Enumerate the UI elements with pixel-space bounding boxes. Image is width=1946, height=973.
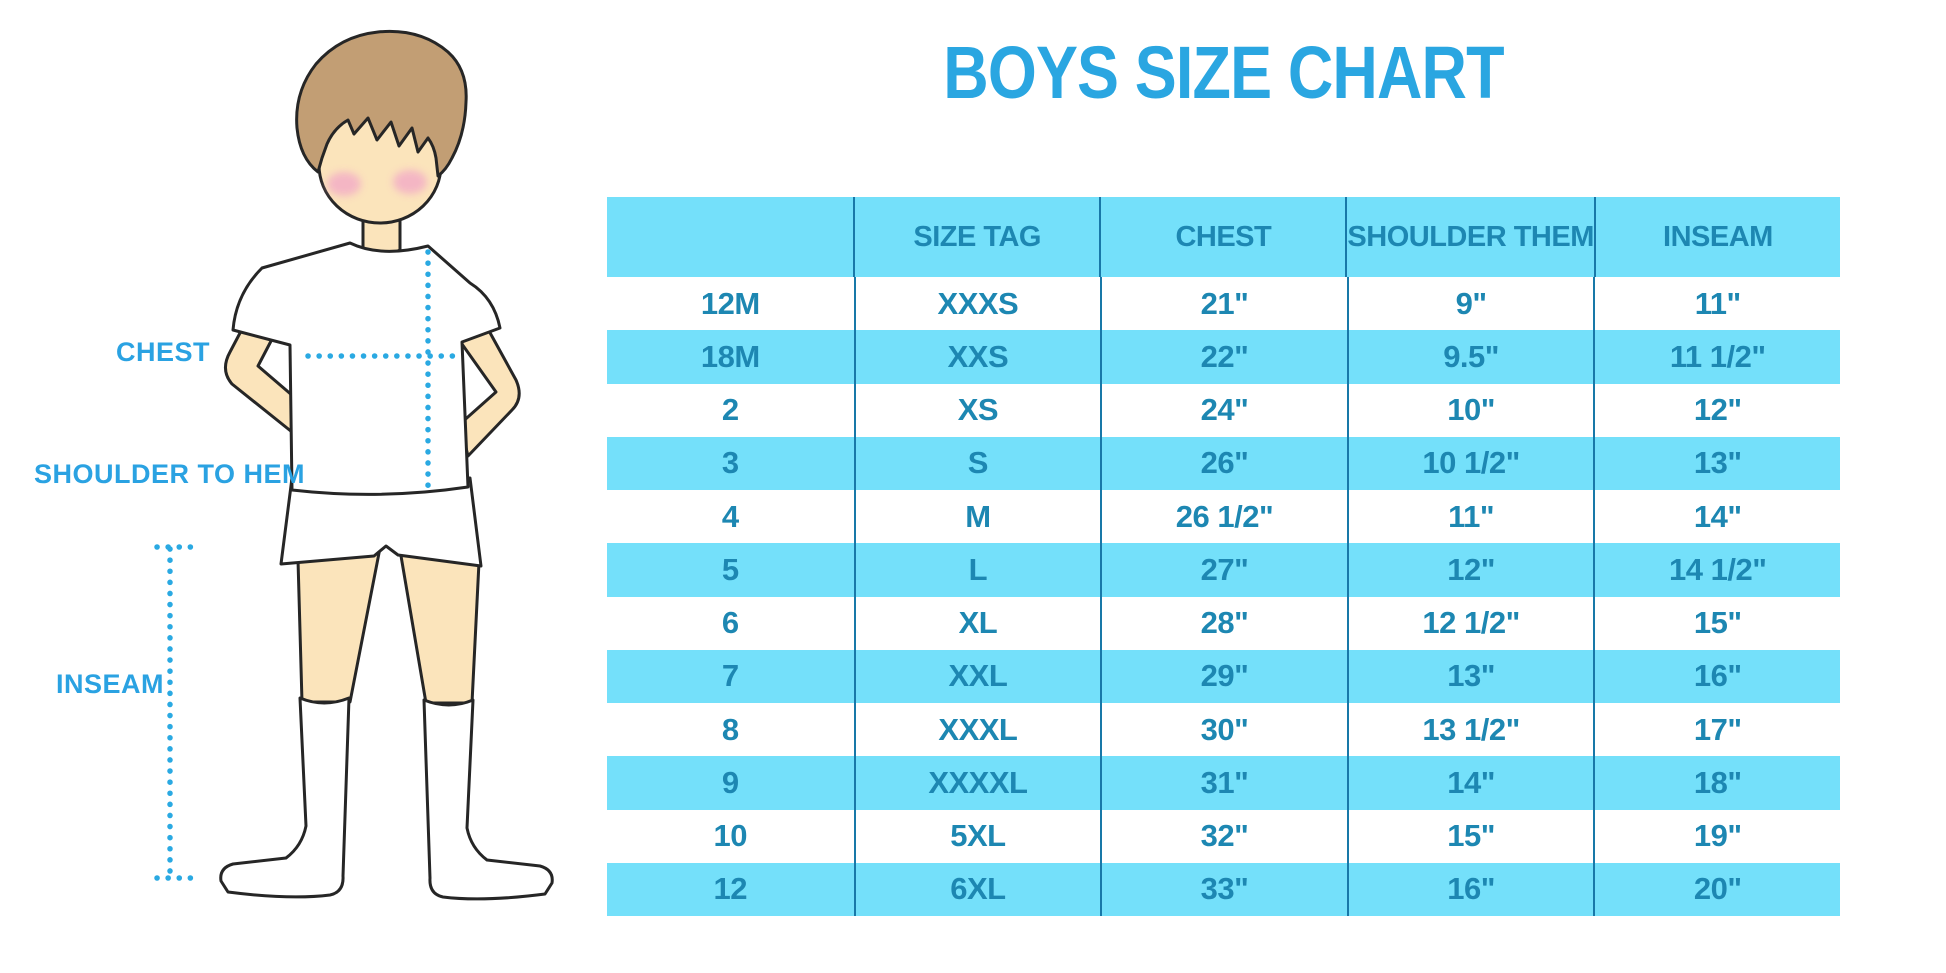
- table-cell: 3: [721, 445, 739, 481]
- table-cell: 28": [1100, 596, 1347, 650]
- table-row: 3 S 26" 10 1/2" 13": [607, 436, 1840, 490]
- table-row: 6 XL 28" 12 1/2" 15": [607, 596, 1840, 650]
- size-table: SIZE TAG CHEST SHOULDER THEM INSEAM 12M X…: [607, 197, 1840, 916]
- table-cell: M: [853, 490, 1101, 544]
- table-row: 12M XXXS 21" 9" 11": [607, 277, 1840, 331]
- header-cell-chest: CHEST: [1099, 197, 1345, 277]
- table-cell: 18M: [700, 338, 760, 374]
- table-cell: 12: [713, 871, 748, 907]
- table-cell: 11": [1593, 277, 1840, 331]
- table-cell: 6: [721, 605, 739, 641]
- table-cell: S: [853, 436, 1101, 490]
- table-cell: 11 1/2": [1593, 330, 1840, 384]
- table-cell: 9: [721, 764, 739, 800]
- table-cell: 26 1/2": [1100, 490, 1347, 544]
- table-cell: 16": [1593, 649, 1840, 703]
- table-cell: 12 1/2": [1346, 596, 1594, 650]
- table-cell: 12": [1346, 543, 1594, 597]
- table-cell: 10: [713, 818, 748, 854]
- inseam-label: INSEAM: [56, 669, 165, 699]
- header-cell-shoulder-hem: SHOULDER THEM: [1345, 197, 1594, 277]
- table-cell: 24": [1100, 383, 1347, 437]
- size-table-header: SIZE TAG CHEST SHOULDER THEM INSEAM: [607, 197, 1840, 277]
- table-cell: XL: [853, 596, 1101, 650]
- blush-right: [393, 170, 427, 194]
- table-cell: 31": [1100, 756, 1347, 810]
- table-cell: 14": [1593, 490, 1840, 544]
- table-row: 7 XXL 29" 13" 16": [607, 649, 1840, 703]
- table-cell: 19": [1593, 809, 1840, 863]
- table-cell: 11": [1346, 490, 1594, 544]
- table-cell: 7: [721, 658, 739, 694]
- right-leg: [398, 548, 481, 705]
- table-cell: 6XL: [853, 862, 1101, 916]
- shorts: [279, 476, 483, 568]
- table-cell: 18": [1593, 756, 1840, 810]
- table-row: 9 XXXXL 31" 14" 18": [607, 756, 1840, 810]
- table-row: 5 L 27" 12" 14 1/2": [607, 543, 1840, 597]
- table-row: 10 5XL 32" 15" 19": [607, 809, 1840, 863]
- table-cell: 33": [1100, 862, 1347, 916]
- boy-measurement-illustration: [154, 29, 554, 901]
- left-leg: [296, 546, 382, 704]
- table-cell: 26": [1100, 436, 1347, 490]
- table-cell: 5: [721, 551, 739, 587]
- table-cell: 15": [1593, 596, 1840, 650]
- table-cell: 13": [1346, 649, 1594, 703]
- table-cell: L: [853, 543, 1101, 597]
- table-cell: 10 1/2": [1346, 436, 1594, 490]
- table-cell: 29": [1100, 649, 1347, 703]
- header-cell-inseam: INSEAM: [1593, 197, 1840, 277]
- table-cell: 9.5": [1346, 330, 1594, 384]
- blush-left: [327, 172, 361, 196]
- table-cell: 5XL: [853, 809, 1101, 863]
- tshirt: [231, 241, 502, 496]
- table-cell: XXL: [853, 649, 1101, 703]
- table-cell: 16": [1346, 862, 1594, 916]
- table-row: 12 6XL 33" 16" 20": [607, 862, 1840, 916]
- table-cell: 12": [1593, 383, 1840, 437]
- header-cell-size-tag: SIZE TAG: [853, 197, 1099, 277]
- table-cell: XXS: [853, 330, 1101, 384]
- table-cell: XS: [853, 383, 1101, 437]
- size-table-body: 12M XXXS 21" 9" 11" 18M XXS 22" 9.5" 11 1/2" 2 XS 24…: [607, 277, 1840, 916]
- table-cell: 14": [1346, 756, 1594, 810]
- table-cell: 32": [1100, 809, 1347, 863]
- table-cell: 20": [1593, 862, 1840, 916]
- table-cell: 30": [1100, 703, 1347, 757]
- table-cell: 14 1/2": [1593, 543, 1840, 597]
- table-cell: 22": [1100, 330, 1347, 384]
- table-cell: 12M: [700, 285, 760, 321]
- table-cell: 21": [1100, 277, 1347, 331]
- table-cell: XXXXL: [853, 756, 1101, 810]
- table-cell: 15": [1346, 809, 1594, 863]
- table-cell: 2: [721, 392, 739, 428]
- table-cell: 9": [1346, 277, 1594, 331]
- page-title: BOYS SIZE CHART: [943, 31, 1504, 114]
- hair: [295, 29, 468, 178]
- shoulder-to-hem-label: SHOULDER TO HEM: [34, 459, 306, 489]
- header-cell-empty: [607, 197, 853, 277]
- table-cell: 27": [1100, 543, 1347, 597]
- table-row: 18M XXS 22" 9.5" 11 1/2": [607, 330, 1840, 384]
- table-row: 4 M 26 1/2" 11" 14": [607, 490, 1840, 544]
- table-row: 2 XS 24" 10" 12": [607, 383, 1840, 437]
- table-cell: XXXL: [853, 703, 1101, 757]
- table-cell: 8: [721, 711, 739, 747]
- table-cell: 4: [721, 498, 739, 534]
- table-cell: 13": [1593, 436, 1840, 490]
- left-sock: [219, 696, 351, 899]
- table-cell: 10": [1346, 383, 1594, 437]
- table-row: 8 XXXL 30" 13 1/2" 17": [607, 703, 1840, 757]
- table-cell: XXXS: [853, 277, 1101, 331]
- table-cell: 13 1/2": [1346, 703, 1594, 757]
- table-cell: 17": [1593, 703, 1840, 757]
- right-sock: [422, 698, 554, 901]
- chest-label: CHEST: [116, 337, 211, 367]
